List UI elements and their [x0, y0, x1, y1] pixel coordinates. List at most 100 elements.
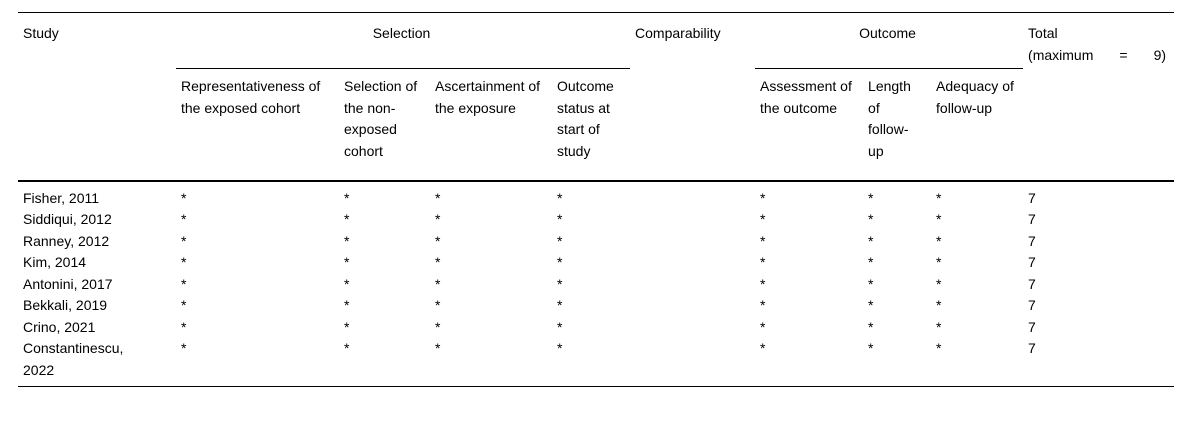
mark-cell: * [557, 232, 563, 249]
total-max-value: 9) [1153, 46, 1167, 63]
study-cell: Siddiqui, 2012 [23, 211, 112, 227]
mark-cell: * [557, 211, 563, 227]
mark-cell: * [760, 232, 766, 249]
quality-assessment-table: Study Selection Comparability Outcome To… [18, 12, 1175, 387]
mark-cell: * [868, 211, 874, 227]
mark-cell: * [344, 275, 350, 292]
mark-cell: * [868, 297, 874, 313]
mark-cell: * [936, 211, 942, 227]
subheader-length-followup: Length of follow-up [868, 78, 911, 159]
table-row: Siddiqui, 2012 * * * * * * * 7 [18, 209, 1174, 231]
mark-cell: * [936, 232, 942, 249]
total-cell: 7 [1028, 297, 1036, 313]
study-cell: Ranney, 2012 [23, 232, 110, 249]
mark-cell: * [435, 211, 441, 227]
mark-cell: * [344, 340, 350, 356]
mark-cell: * [344, 297, 350, 313]
mark-cell-comparability [630, 181, 755, 210]
mark-cell-comparability [630, 338, 755, 387]
mark-cell: * [435, 189, 441, 206]
mark-cell-comparability [630, 317, 755, 339]
total-equals-sign: = [1119, 46, 1128, 63]
mark-cell-comparability [630, 274, 755, 296]
mark-cell: * [936, 340, 942, 356]
mark-cell: * [181, 340, 187, 356]
study-cell: Antonini, 2017 [23, 275, 113, 292]
total-header-line1: Total [1028, 25, 1058, 41]
mark-cell: * [435, 232, 441, 249]
mark-cell: * [344, 189, 350, 206]
table-header: Study Selection Comparability Outcome To… [18, 12, 1175, 181]
column-header-total: Total (maximum = 9) [1023, 13, 1174, 181]
table-row: Ranney, 2012 * * * * * * * 7 [18, 231, 1174, 253]
mark-cell: * [557, 297, 563, 313]
mark-cell: * [868, 275, 874, 292]
subheader-selection-non-exposed: Selection of the non-exposed cohort [344, 78, 418, 159]
total-header-line2: (maximum = 9) [1028, 45, 1166, 67]
mark-cell: * [344, 232, 350, 249]
mark-cell-comparability [630, 252, 755, 274]
subheader-representativeness: Representativeness of the exposed cohort [181, 78, 321, 116]
mark-cell: * [557, 318, 563, 335]
column-header-comparability: Comparability [635, 25, 721, 41]
mark-cell: * [557, 340, 563, 356]
total-cell: 7 [1028, 318, 1036, 335]
header-group-row: Study Selection Comparability Outcome To… [18, 12, 1174, 69]
mark-cell: * [936, 189, 942, 206]
mark-cell: * [435, 318, 441, 335]
mark-cell: * [760, 297, 766, 313]
mark-cell: * [181, 297, 187, 313]
study-cell: Crino, 2021 [23, 318, 96, 335]
table-row: Constantinescu, 2022 * * * * * * * 7 [18, 338, 1174, 387]
mark-cell: * [344, 211, 350, 227]
mark-cell: * [344, 254, 350, 270]
total-cell: 7 [1028, 189, 1036, 206]
column-group-outcome: Outcome [755, 12, 1024, 69]
mark-cell: * [936, 275, 942, 292]
mark-cell: * [760, 318, 766, 335]
column-group-selection: Selection [176, 12, 631, 69]
mark-cell: * [760, 340, 766, 356]
total-cell: 7 [1028, 340, 1036, 356]
mark-cell: * [435, 297, 441, 313]
mark-cell: * [760, 211, 766, 227]
mark-cell: * [181, 275, 187, 292]
mark-cell: * [181, 318, 187, 335]
table-row: Antonini, 2017 * * * * * * * 7 [18, 274, 1174, 296]
mark-cell-comparability [630, 295, 755, 317]
study-cell: Fisher, 2011 [23, 189, 100, 206]
mark-cell: * [936, 297, 942, 313]
total-maximum-label: (maximum [1028, 46, 1094, 63]
total-cell: 7 [1028, 254, 1036, 270]
table-row: Crino, 2021 * * * * * * * 7 [18, 317, 1174, 339]
mark-cell: * [435, 275, 441, 292]
mark-cell-comparability [630, 209, 755, 231]
mark-cell: * [760, 189, 766, 206]
subheader-adequacy-followup: Adequacy of follow-up [936, 78, 1014, 116]
study-cell: Kim, 2014 [23, 254, 87, 270]
mark-cell: * [936, 318, 942, 335]
mark-cell: * [936, 254, 942, 270]
total-cell: 7 [1028, 232, 1036, 249]
header-sub-row: Representativeness of the exposed cohort… [18, 69, 1174, 181]
mark-cell: * [435, 340, 441, 356]
mark-cell: * [557, 254, 563, 270]
table-row: Bekkali, 2019 * * * * * * * 7 [18, 295, 1174, 317]
mark-cell: * [760, 275, 766, 292]
mark-cell: * [868, 189, 874, 206]
column-header-study: Study [23, 25, 59, 41]
mark-cell: * [181, 254, 187, 270]
subheader-outcome-status: Outcome status at start of study [557, 78, 614, 159]
subheader-ascertainment: Ascertainment of the exposure [435, 78, 541, 116]
mark-cell: * [868, 318, 874, 335]
total-cell: 7 [1028, 275, 1036, 292]
table-row: Kim, 2014 * * * * * * * 7 [18, 252, 1174, 274]
study-cell: Bekkali, 2019 [23, 297, 108, 313]
table-row: Fisher, 2011 * * * * * * * 7 [18, 181, 1174, 210]
mark-cell: * [557, 275, 563, 292]
mark-cell: * [435, 254, 441, 270]
subheader-assessment: Assessment of the outcome [760, 78, 852, 116]
mark-cell: * [181, 189, 187, 206]
mark-cell: * [760, 254, 766, 270]
mark-cell: * [868, 232, 874, 249]
